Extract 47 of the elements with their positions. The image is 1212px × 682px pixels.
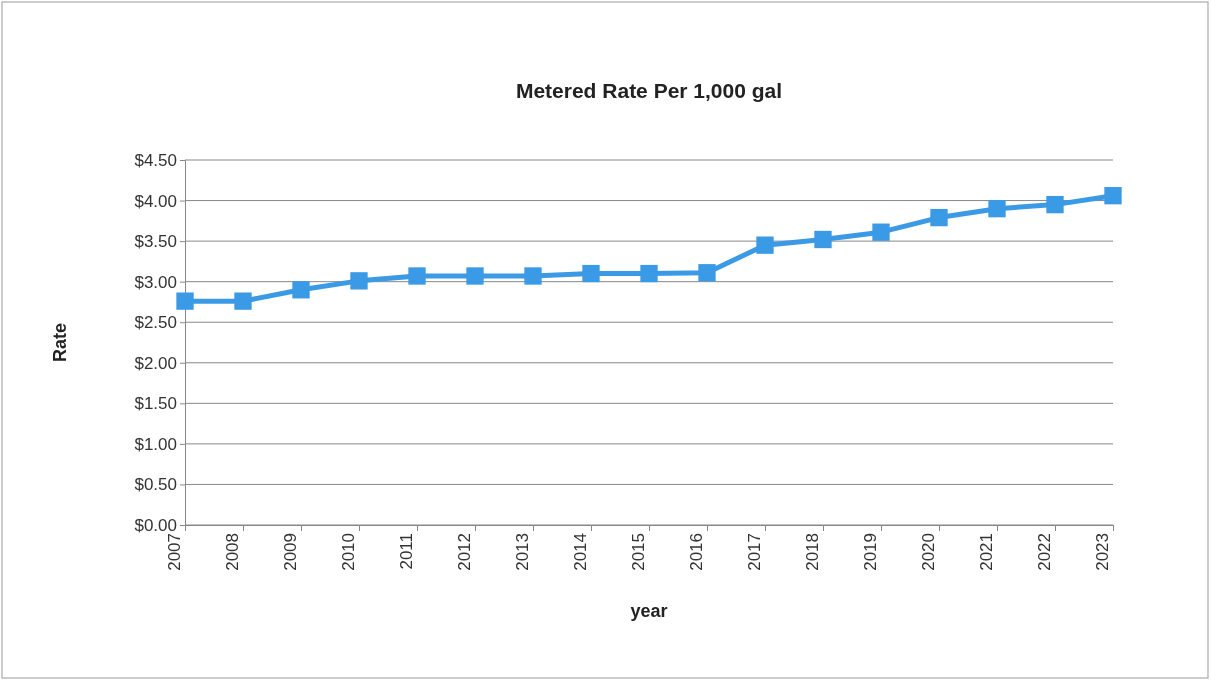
x-tick-label: 2011: [397, 533, 417, 570]
y-tick-label: $0.50: [134, 475, 177, 495]
x-tick-label: 2015: [629, 533, 649, 571]
y-tick-label: $4.50: [134, 150, 177, 170]
point: [756, 236, 774, 254]
x-tick-label: 2007: [165, 533, 185, 571]
x-tick-label: 2013: [513, 533, 533, 571]
point: [524, 267, 542, 285]
y-tick-label: $1.00: [134, 434, 177, 454]
x-tick-label: 2022: [1035, 533, 1055, 571]
y-axis-title: Rate: [50, 322, 70, 363]
x-tick-label: 2017: [745, 533, 765, 571]
y-tick-label: $1.50: [134, 394, 177, 414]
y-tick-label: $0.00: [134, 515, 177, 535]
x-tick-label: 2008: [223, 533, 243, 571]
y-tick-label: $3.50: [134, 232, 177, 252]
x-tick-label: 2014: [571, 533, 591, 571]
point: [1104, 187, 1122, 205]
point: [234, 292, 252, 310]
y-tick-label: $3.00: [134, 272, 177, 292]
point: [872, 223, 890, 241]
x-tick-label: 2021: [977, 533, 997, 571]
x-tick-label: 2018: [803, 533, 823, 571]
chart-title: Metered Rate Per 1,000 gal: [515, 79, 783, 102]
point: [292, 281, 310, 299]
x-tick-label: 2016: [687, 533, 707, 571]
x-tick-label: 2009: [281, 533, 301, 571]
x-tick-label: 2010: [339, 533, 359, 571]
x-tick-label: 2019: [861, 533, 881, 571]
point: [350, 272, 368, 290]
y-tick-label: $2.50: [134, 313, 177, 333]
y-tick-label: $4.00: [134, 191, 177, 211]
point: [466, 267, 484, 285]
x-axis-title: year: [630, 601, 668, 621]
point: [582, 264, 600, 283]
x-tick-label: 2020: [919, 533, 939, 571]
point: [1046, 195, 1064, 214]
point: [408, 267, 426, 285]
point: [176, 292, 194, 310]
point: [640, 264, 658, 283]
x-tick-label: 2012: [455, 533, 475, 571]
point: [988, 200, 1006, 218]
point: [698, 264, 716, 282]
y-tick-label: $2.00: [134, 353, 177, 373]
point: [814, 230, 832, 249]
point: [930, 208, 948, 227]
x-tick-label: 2023: [1093, 533, 1113, 571]
